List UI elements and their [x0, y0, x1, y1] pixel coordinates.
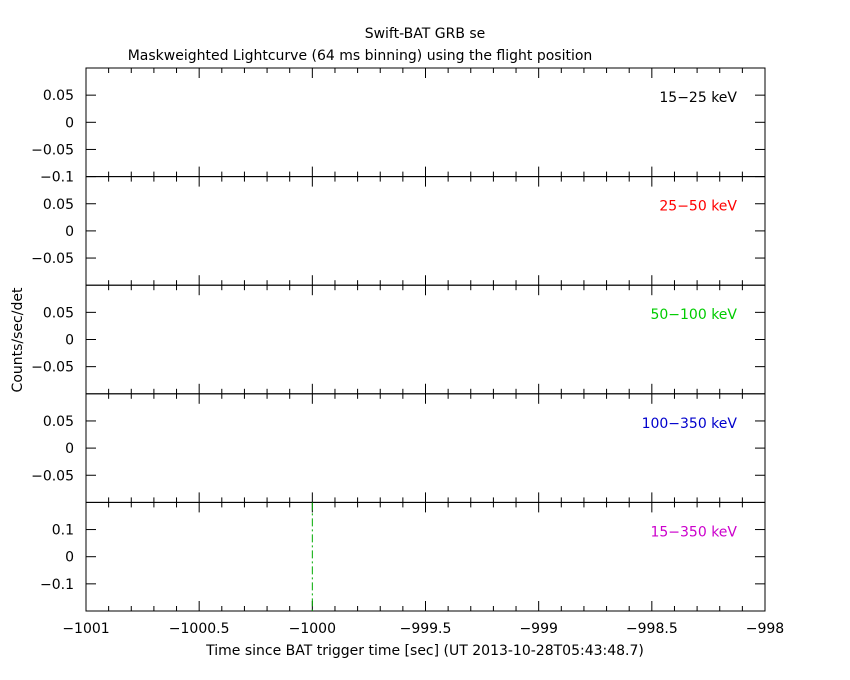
- y-tick-label: −0.05: [31, 142, 74, 158]
- x-tick-label: −1000.5: [169, 621, 230, 637]
- y-axis-label: Counts/sec/det: [10, 287, 26, 392]
- y-tick-label: 0: [65, 550, 74, 566]
- panel-frame: [85, 501, 766, 612]
- x-tick-label: −998: [746, 621, 784, 637]
- panel-frame: [85, 284, 766, 395]
- y-tick-label: −0.05: [31, 468, 74, 484]
- panel-frame: [85, 67, 766, 178]
- band-label: 15−350 keV: [650, 524, 737, 540]
- panel-frame: [85, 393, 766, 503]
- y-tick-label: −0.05: [31, 360, 74, 376]
- x-tick-label: −999.5: [400, 621, 452, 637]
- panel-3: −0.05 0 0.05 100−350 keV: [31, 393, 766, 503]
- panel-frame: [85, 176, 766, 286]
- chart-subtitle: Maskweighted Lightcurve (64 ms binning) …: [128, 48, 593, 64]
- band-label: 25−50 keV: [659, 199, 737, 215]
- y-tick-label: 0: [65, 224, 74, 240]
- band-label: 100−350 keV: [642, 416, 738, 432]
- x-tick-labels: −1001 −1000.5 −1000 −999.5 −999 −998.5 −998: [62, 621, 784, 637]
- band-label: 15−25 keV: [659, 90, 737, 106]
- x-tick-label: −999: [519, 621, 557, 637]
- y-tick-label: 0: [65, 115, 74, 131]
- y-tick-label: 0.1: [52, 523, 74, 539]
- y-tick-label: 0: [65, 333, 74, 349]
- x-tick-label: −1000: [289, 621, 336, 637]
- band-label: 50−100 keV: [650, 307, 737, 323]
- panels-group: −0.1 −0.05 0 0.05 15−25 keV −0.05 0 0.05 25−50 k…: [31, 67, 766, 612]
- y-tick-label: 0.05: [43, 88, 74, 104]
- chart-title: Swift-BAT GRB se: [365, 26, 486, 42]
- y-tick-label: 0.05: [43, 197, 74, 213]
- y-tick-label: 0.05: [43, 305, 74, 321]
- x-tick-label: −1001: [62, 621, 109, 637]
- panel-2: −0.05 0 0.05 50−100 keV: [31, 284, 766, 395]
- y-tick-label: −0.1: [40, 170, 74, 186]
- y-tick-label: −0.05: [31, 251, 74, 267]
- panel-1: −0.05 0 0.05 25−50 keV: [31, 176, 766, 286]
- panel-0: −0.1 −0.05 0 0.05 15−25 keV: [31, 67, 766, 186]
- x-axis-label: Time since BAT trigger time [sec] (UT 20…: [205, 643, 644, 659]
- panel-4: −0.1 0 0.1 15−350 keV: [40, 501, 766, 612]
- x-tick-label: −998.5: [626, 621, 678, 637]
- y-tick-label: 0.05: [43, 414, 74, 430]
- y-tick-label: 0: [65, 441, 74, 457]
- y-tick-label: −0.1: [40, 577, 74, 593]
